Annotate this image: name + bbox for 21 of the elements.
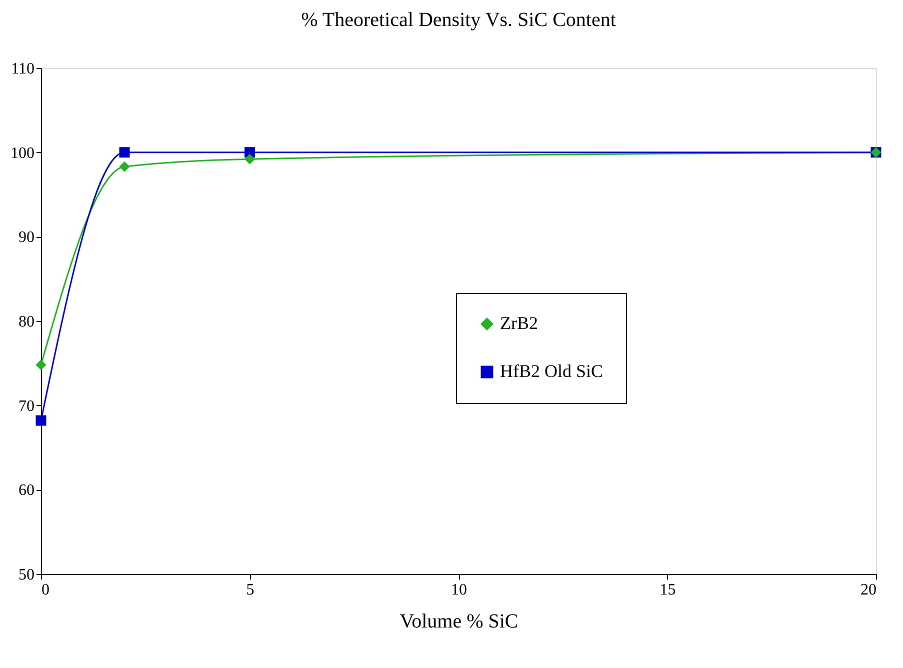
y-tick-label: 90 <box>18 229 34 246</box>
legend-label: HfB2 Old SiC <box>500 361 604 381</box>
y-tick-label: 60 <box>18 482 34 500</box>
x-tick-label: 20 <box>860 582 876 598</box>
y-tick-label: 110 <box>11 60 34 78</box>
point <box>119 147 130 158</box>
x-axis-title: Volume % SiC <box>400 610 518 632</box>
x-tick-label: 15 <box>660 582 676 598</box>
point <box>36 415 46 426</box>
x-tick-label: 10 <box>451 582 467 598</box>
point <box>119 161 130 172</box>
point <box>36 360 46 370</box>
x-tick-label: 5 <box>246 582 254 598</box>
legend-label: ZrB2 <box>500 313 538 333</box>
y-tick-label: 50 <box>18 566 34 584</box>
x-tick-label: 0 <box>42 582 50 598</box>
y-tick-label: 70 <box>18 398 34 415</box>
y-tick-label: 80 <box>18 314 34 330</box>
point <box>244 154 255 164</box>
y-tick-label: 100 <box>10 144 34 162</box>
chart-title: % Theoretical Density Vs. SiC Content <box>301 9 616 31</box>
